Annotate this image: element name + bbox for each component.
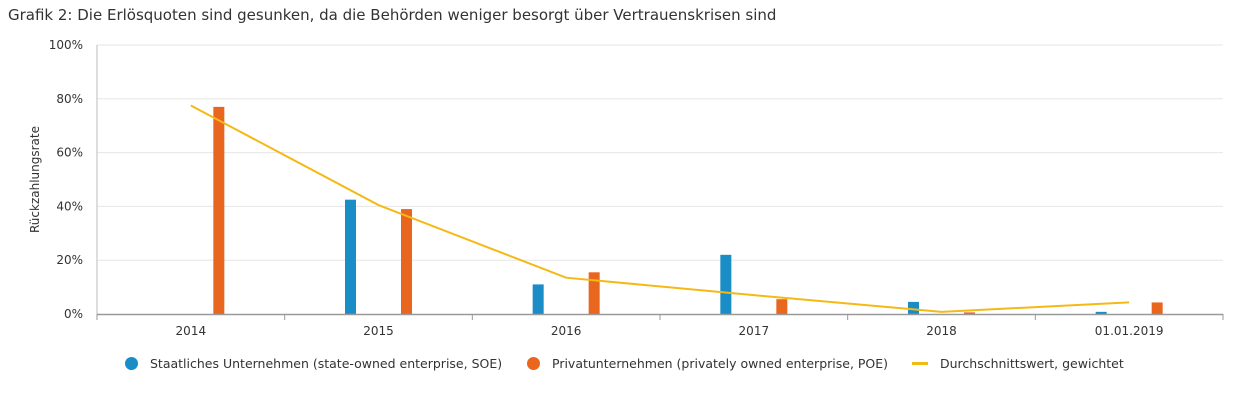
legend-item-poe[interactable]: Privatunternehmen (privately owned enter…	[527, 356, 888, 371]
legend-label-average: Durchschnittswert, gewichtet	[940, 356, 1124, 371]
y-tick-label-100: 100%	[49, 38, 83, 52]
x-tick-label-2014: 2014	[176, 324, 207, 338]
y-tick-label-40: 40%	[56, 199, 83, 213]
y-tick-label-80: 80%	[56, 92, 83, 106]
y-tick-label-60: 60%	[56, 146, 83, 160]
bar-staatliches-2016	[532, 284, 544, 314]
y-tick-label-0: 0%	[64, 307, 83, 321]
bar-privatunternehmen-2016	[588, 272, 600, 314]
bar-privatunternehmen-2018	[964, 312, 975, 314]
chart: 0% 20% 40% 60% 80% 100% Rückzahlungsrate 2014 20…	[28, 38, 1224, 338]
x-tick-label-2017: 2017	[739, 324, 770, 338]
chart-title: Grafik 2: Die Erlösquoten sind gesunken,…	[8, 6, 777, 24]
x-tick-label-2018: 2018	[926, 324, 957, 338]
x-tick-label-2016: 2016	[551, 324, 582, 338]
y-tick-label-20: 20%	[56, 253, 83, 267]
x-tick-label-2015: 2015	[363, 324, 394, 338]
bar-staatliches-2017	[720, 254, 732, 314]
bar-staatliches-01-01-2019	[1095, 311, 1107, 314]
legend-marker-average	[912, 362, 928, 365]
bar-staatliches-2015	[345, 199, 356, 314]
legend-item-average[interactable]: Durchschnittswert, gewichtet	[912, 356, 1124, 371]
bar-privatunternehmen-2015	[401, 209, 412, 314]
legend-label-soe: Staatliches Unternehmen (state-owned ent…	[150, 356, 503, 371]
bar-privatunternehmen-01-01-2019	[1151, 302, 1163, 314]
bar-privatunternehmen-2017	[776, 299, 788, 314]
bar-staatliches-2018	[908, 301, 919, 314]
legend-item-soe[interactable]: Staatliches Unternehmen (state-owned ent…	[125, 356, 502, 371]
legend-marker-poe	[527, 357, 540, 370]
legend-label-poe: Privatunternehmen (privately owned enter…	[552, 356, 889, 371]
x-tick-label-01-01-2019: 01.01.2019	[1095, 324, 1164, 338]
bar-privatunternehmen-2014	[213, 106, 225, 315]
line-average	[190, 104, 1130, 313]
legend: Staatliches Unternehmen (state-owned ent…	[0, 356, 1239, 384]
legend-marker-soe	[125, 357, 138, 370]
y-axis-title: Rückzahlungsrate	[28, 126, 42, 233]
